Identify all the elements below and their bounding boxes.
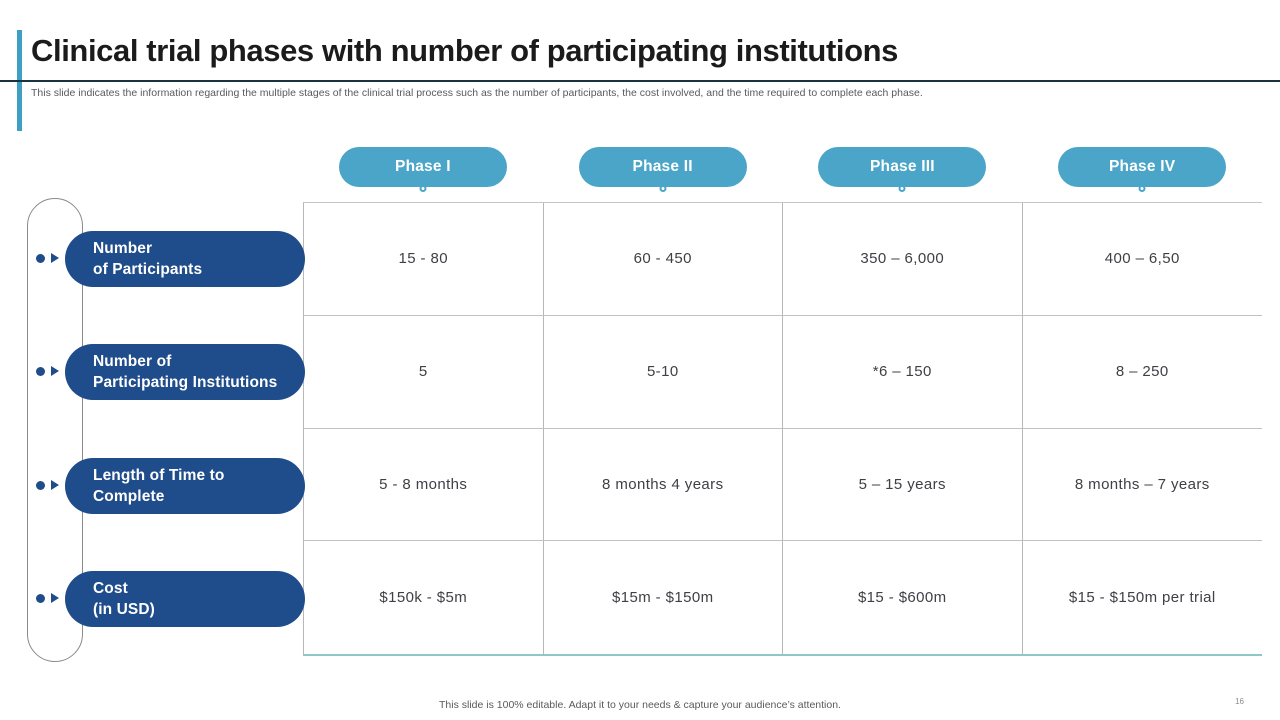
pill-notch-icon bbox=[659, 185, 667, 192]
slide-footer: This slide is 100% editable. Adapt it to… bbox=[439, 699, 841, 711]
phase-2-pill: Phase II bbox=[578, 147, 747, 192]
row-label-line: (in USD) bbox=[93, 601, 155, 618]
capsule-outline bbox=[27, 198, 83, 662]
row-label-line: Length of Time to bbox=[93, 467, 225, 484]
row-label-length-of-time: Length of Time to Complete bbox=[65, 458, 305, 514]
row-label-line: Number bbox=[93, 240, 153, 257]
row-label-line: Complete bbox=[93, 488, 165, 505]
arrow-right-icon bbox=[51, 480, 59, 490]
row-marker bbox=[36, 366, 59, 376]
phase-column-1: Phase I bbox=[303, 147, 543, 192]
table-cell: *6 – 150 bbox=[783, 315, 1023, 429]
data-table: 15 - 80 60 - 450 350 – 6,000 400 – 6,50 … bbox=[303, 202, 1262, 656]
pill-notch-icon bbox=[898, 185, 906, 192]
row-marker bbox=[36, 253, 59, 263]
bullet-dot-icon bbox=[36, 480, 45, 490]
row-label-participants: Number of Participants bbox=[65, 231, 305, 287]
slide-subtitle: This slide indicates the information reg… bbox=[31, 87, 923, 99]
phase-4-pill: Phase IV bbox=[1058, 147, 1227, 192]
phase-4-label: Phase IV bbox=[1109, 158, 1176, 175]
pill-notch-icon bbox=[1138, 185, 1146, 192]
title-divider bbox=[0, 80, 1280, 82]
arrow-right-icon bbox=[51, 593, 59, 603]
phase-3-pill: Phase III bbox=[818, 147, 987, 192]
row-label-line: of Participants bbox=[93, 261, 203, 278]
table-cell: 400 – 6,50 bbox=[1022, 203, 1262, 316]
slide-title: Clinical trial phases with number of par… bbox=[31, 33, 899, 68]
row-label-line: Participating Institutions bbox=[93, 374, 278, 391]
table-cell: 5-10 bbox=[543, 315, 783, 429]
row-label-line: Cost bbox=[93, 580, 128, 597]
table-cell: 15 - 80 bbox=[304, 203, 544, 316]
table-cell: 5 bbox=[304, 315, 544, 429]
table-cell: 350 – 6,000 bbox=[783, 203, 1023, 316]
phase-column-4: Phase IV bbox=[1022, 147, 1262, 192]
arrow-right-icon bbox=[51, 366, 59, 376]
row-label-institutions: Number of Participating Institutions bbox=[65, 344, 305, 400]
row-label-cost: Cost (in USD) bbox=[65, 571, 305, 627]
table-cell: 8 months – 7 years bbox=[1022, 429, 1262, 542]
phase-1-label: Phase I bbox=[395, 158, 451, 175]
table-cell: $15m - $150m bbox=[544, 541, 783, 654]
table-cell: 60 - 450 bbox=[543, 203, 783, 316]
table-cell: $150k - $5m bbox=[304, 541, 544, 654]
table-cell: 5 – 15 years bbox=[783, 428, 1023, 542]
table-cell: 8 – 250 bbox=[1022, 316, 1262, 429]
phase-1-pill: Phase I bbox=[338, 147, 507, 192]
phase-2-label: Phase II bbox=[632, 158, 693, 175]
page-number: 16 bbox=[1235, 697, 1244, 706]
bullet-dot-icon bbox=[36, 253, 45, 263]
row-label-line: Number of bbox=[93, 353, 172, 370]
arrow-right-icon bbox=[51, 253, 59, 263]
table-cell: 8 months 4 years bbox=[543, 428, 783, 542]
bullet-dot-icon bbox=[36, 593, 45, 603]
phase-column-3: Phase III bbox=[783, 147, 1023, 192]
pill-notch-icon bbox=[419, 185, 427, 192]
phase-header-row: Phase I Phase II Phase III Phase IV bbox=[303, 147, 1262, 192]
phase-column-2: Phase II bbox=[543, 147, 783, 192]
table-cell: $15 - $150m per trial bbox=[1068, 589, 1216, 607]
table-cell: $15 - $600m bbox=[783, 541, 1023, 654]
table-cell: 5 - 8 months bbox=[304, 428, 544, 542]
row-marker bbox=[36, 593, 59, 603]
row-marker bbox=[36, 480, 59, 490]
phase-3-label: Phase III bbox=[870, 158, 935, 175]
bullet-dot-icon bbox=[36, 366, 45, 376]
